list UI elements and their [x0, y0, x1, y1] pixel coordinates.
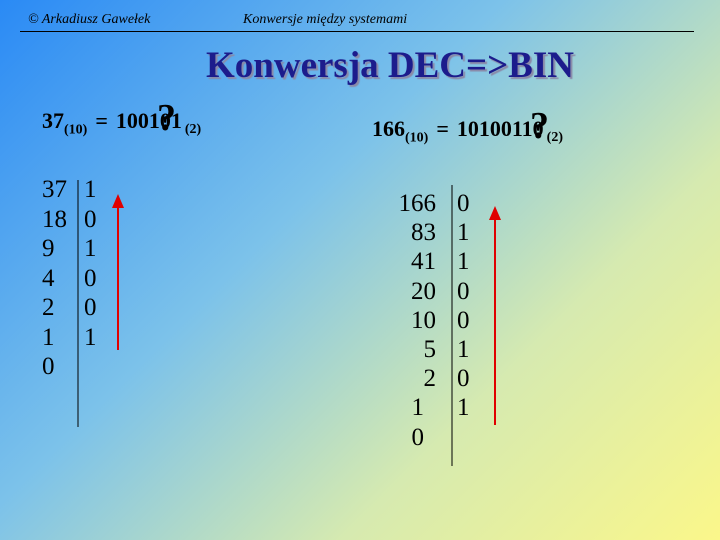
quotient: 2 — [423, 365, 437, 393]
header-author: © Arkadiusz Gawełek — [28, 12, 151, 27]
quotient: 5 — [423, 336, 437, 363]
remainder: 0 — [457, 365, 470, 393]
remainder: 1 — [84, 323, 97, 351]
decimal: 166 — [372, 116, 405, 141]
title: Konwersja DEC=>BIN — [206, 45, 574, 86]
remainder: 1 — [84, 235, 97, 262]
remainder: 0 — [457, 277, 470, 305]
binary: 100101 — [115, 108, 182, 133]
quotient: 1 — [42, 323, 55, 351]
header-rule — [20, 31, 694, 32]
quotient: 20 — [411, 277, 436, 305]
question-mark: ? — [530, 105, 549, 147]
quotient: 41 — [411, 248, 436, 276]
arrow-head — [112, 194, 124, 208]
binary-base: (2) — [184, 122, 202, 138]
quotient: 4 — [42, 264, 55, 292]
decimal-base: (10) — [64, 122, 88, 138]
remainder: 1 — [457, 394, 470, 422]
remainder: 1 — [457, 219, 470, 247]
remainder: 0 — [457, 306, 470, 334]
quotient: 83 — [411, 219, 436, 247]
equation: 166(10) = 10100110 (2) — [372, 116, 563, 146]
equation: 37(10) = 100101 (2) — [42, 108, 201, 138]
quotient: 2 — [42, 294, 55, 321]
quotient: 37 — [42, 176, 67, 203]
remainder: 0 — [84, 205, 97, 233]
binary-base: (2) — [546, 130, 563, 146]
header-topic: Konwersje między systemami — [243, 12, 408, 27]
remainder: 0 — [84, 294, 97, 321]
quotient: 10 — [411, 306, 436, 334]
quotient: 18 — [42, 205, 67, 233]
binary: 10100110 — [456, 116, 544, 141]
quotient: 0 — [411, 423, 425, 451]
equals: = — [436, 116, 449, 141]
decimal: 37 — [42, 108, 64, 133]
remainder: 1 — [457, 248, 470, 276]
arrow-head — [489, 206, 501, 220]
quotient: 0 — [42, 353, 55, 380]
remainder: 0 — [457, 190, 470, 217]
quotient: 9 — [42, 235, 55, 262]
quotient: 166 — [398, 190, 437, 217]
question-mark: ? — [157, 97, 176, 139]
remainder: 1 — [84, 176, 97, 203]
quotient: 1 — [411, 394, 425, 422]
remainder: 0 — [84, 264, 97, 292]
decimal-base: (10) — [405, 130, 429, 146]
remainder: 1 — [457, 336, 470, 363]
equals: = — [95, 108, 108, 133]
